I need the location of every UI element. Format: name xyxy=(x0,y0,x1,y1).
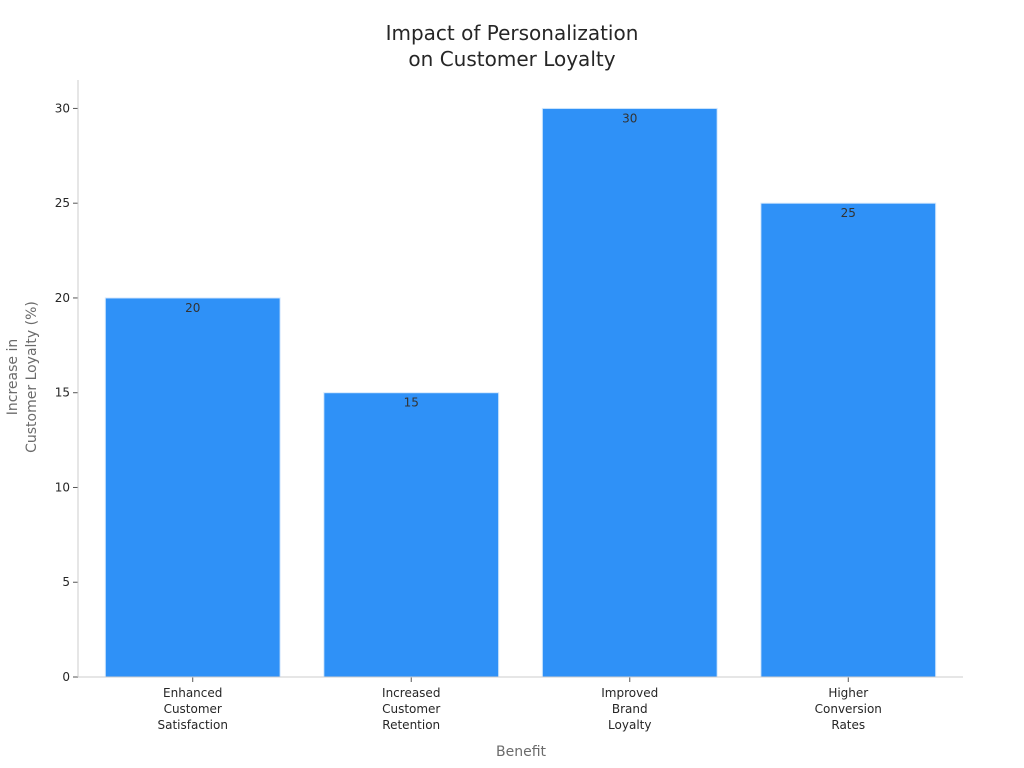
x-tick-label: Higher xyxy=(828,686,868,700)
y-tick-label: 30 xyxy=(55,101,70,115)
data-labels-group: 20 15 30 25 xyxy=(185,111,856,409)
x-tick-label: Satisfaction xyxy=(158,718,228,732)
bar-data-label: 20 xyxy=(185,301,200,315)
x-tick-label: Improved xyxy=(601,686,658,700)
bar xyxy=(323,392,500,678)
chart-title-line-1: Impact of Personalization xyxy=(386,21,639,45)
x-tick-label: Brand xyxy=(612,702,648,716)
x-tick-label: Conversion xyxy=(815,702,882,716)
x-tick-label: Rates xyxy=(831,718,865,732)
y-tick-label: 25 xyxy=(55,196,70,210)
x-axis-ticks: Enhanced Customer Satisfaction Increased Cus… xyxy=(158,677,882,732)
x-tick-label: Customer xyxy=(382,702,440,716)
bar-data-label: 15 xyxy=(404,396,419,410)
x-tick-label: Retention xyxy=(382,718,440,732)
bar-data-label: 25 xyxy=(841,206,856,220)
bar xyxy=(541,107,718,678)
y-tick-label: 0 xyxy=(62,670,70,684)
y-tick-label: 15 xyxy=(55,386,70,400)
bar-data-label: 30 xyxy=(622,111,637,125)
bar xyxy=(104,297,281,678)
bars-group xyxy=(104,107,937,678)
y-axis-label-line-2: Customer Loyalty (%) xyxy=(24,301,40,453)
y-axis-ticks: 0 5 10 15 20 25 30 xyxy=(55,101,78,684)
chart-title-line-2: on Customer Loyalty xyxy=(408,47,615,71)
x-tick-label: Customer xyxy=(164,702,222,716)
y-tick-label: 10 xyxy=(55,480,70,494)
y-tick-label: 20 xyxy=(55,291,70,305)
x-tick-label: Loyalty xyxy=(608,718,651,732)
y-axis-label-line-1: Increase in xyxy=(5,339,21,415)
x-axis-label: Benefit xyxy=(496,744,547,760)
x-tick-label: Increased xyxy=(382,686,440,700)
bar xyxy=(760,202,937,678)
y-tick-label: 5 xyxy=(62,575,70,589)
x-tick-label: Enhanced xyxy=(163,686,222,700)
